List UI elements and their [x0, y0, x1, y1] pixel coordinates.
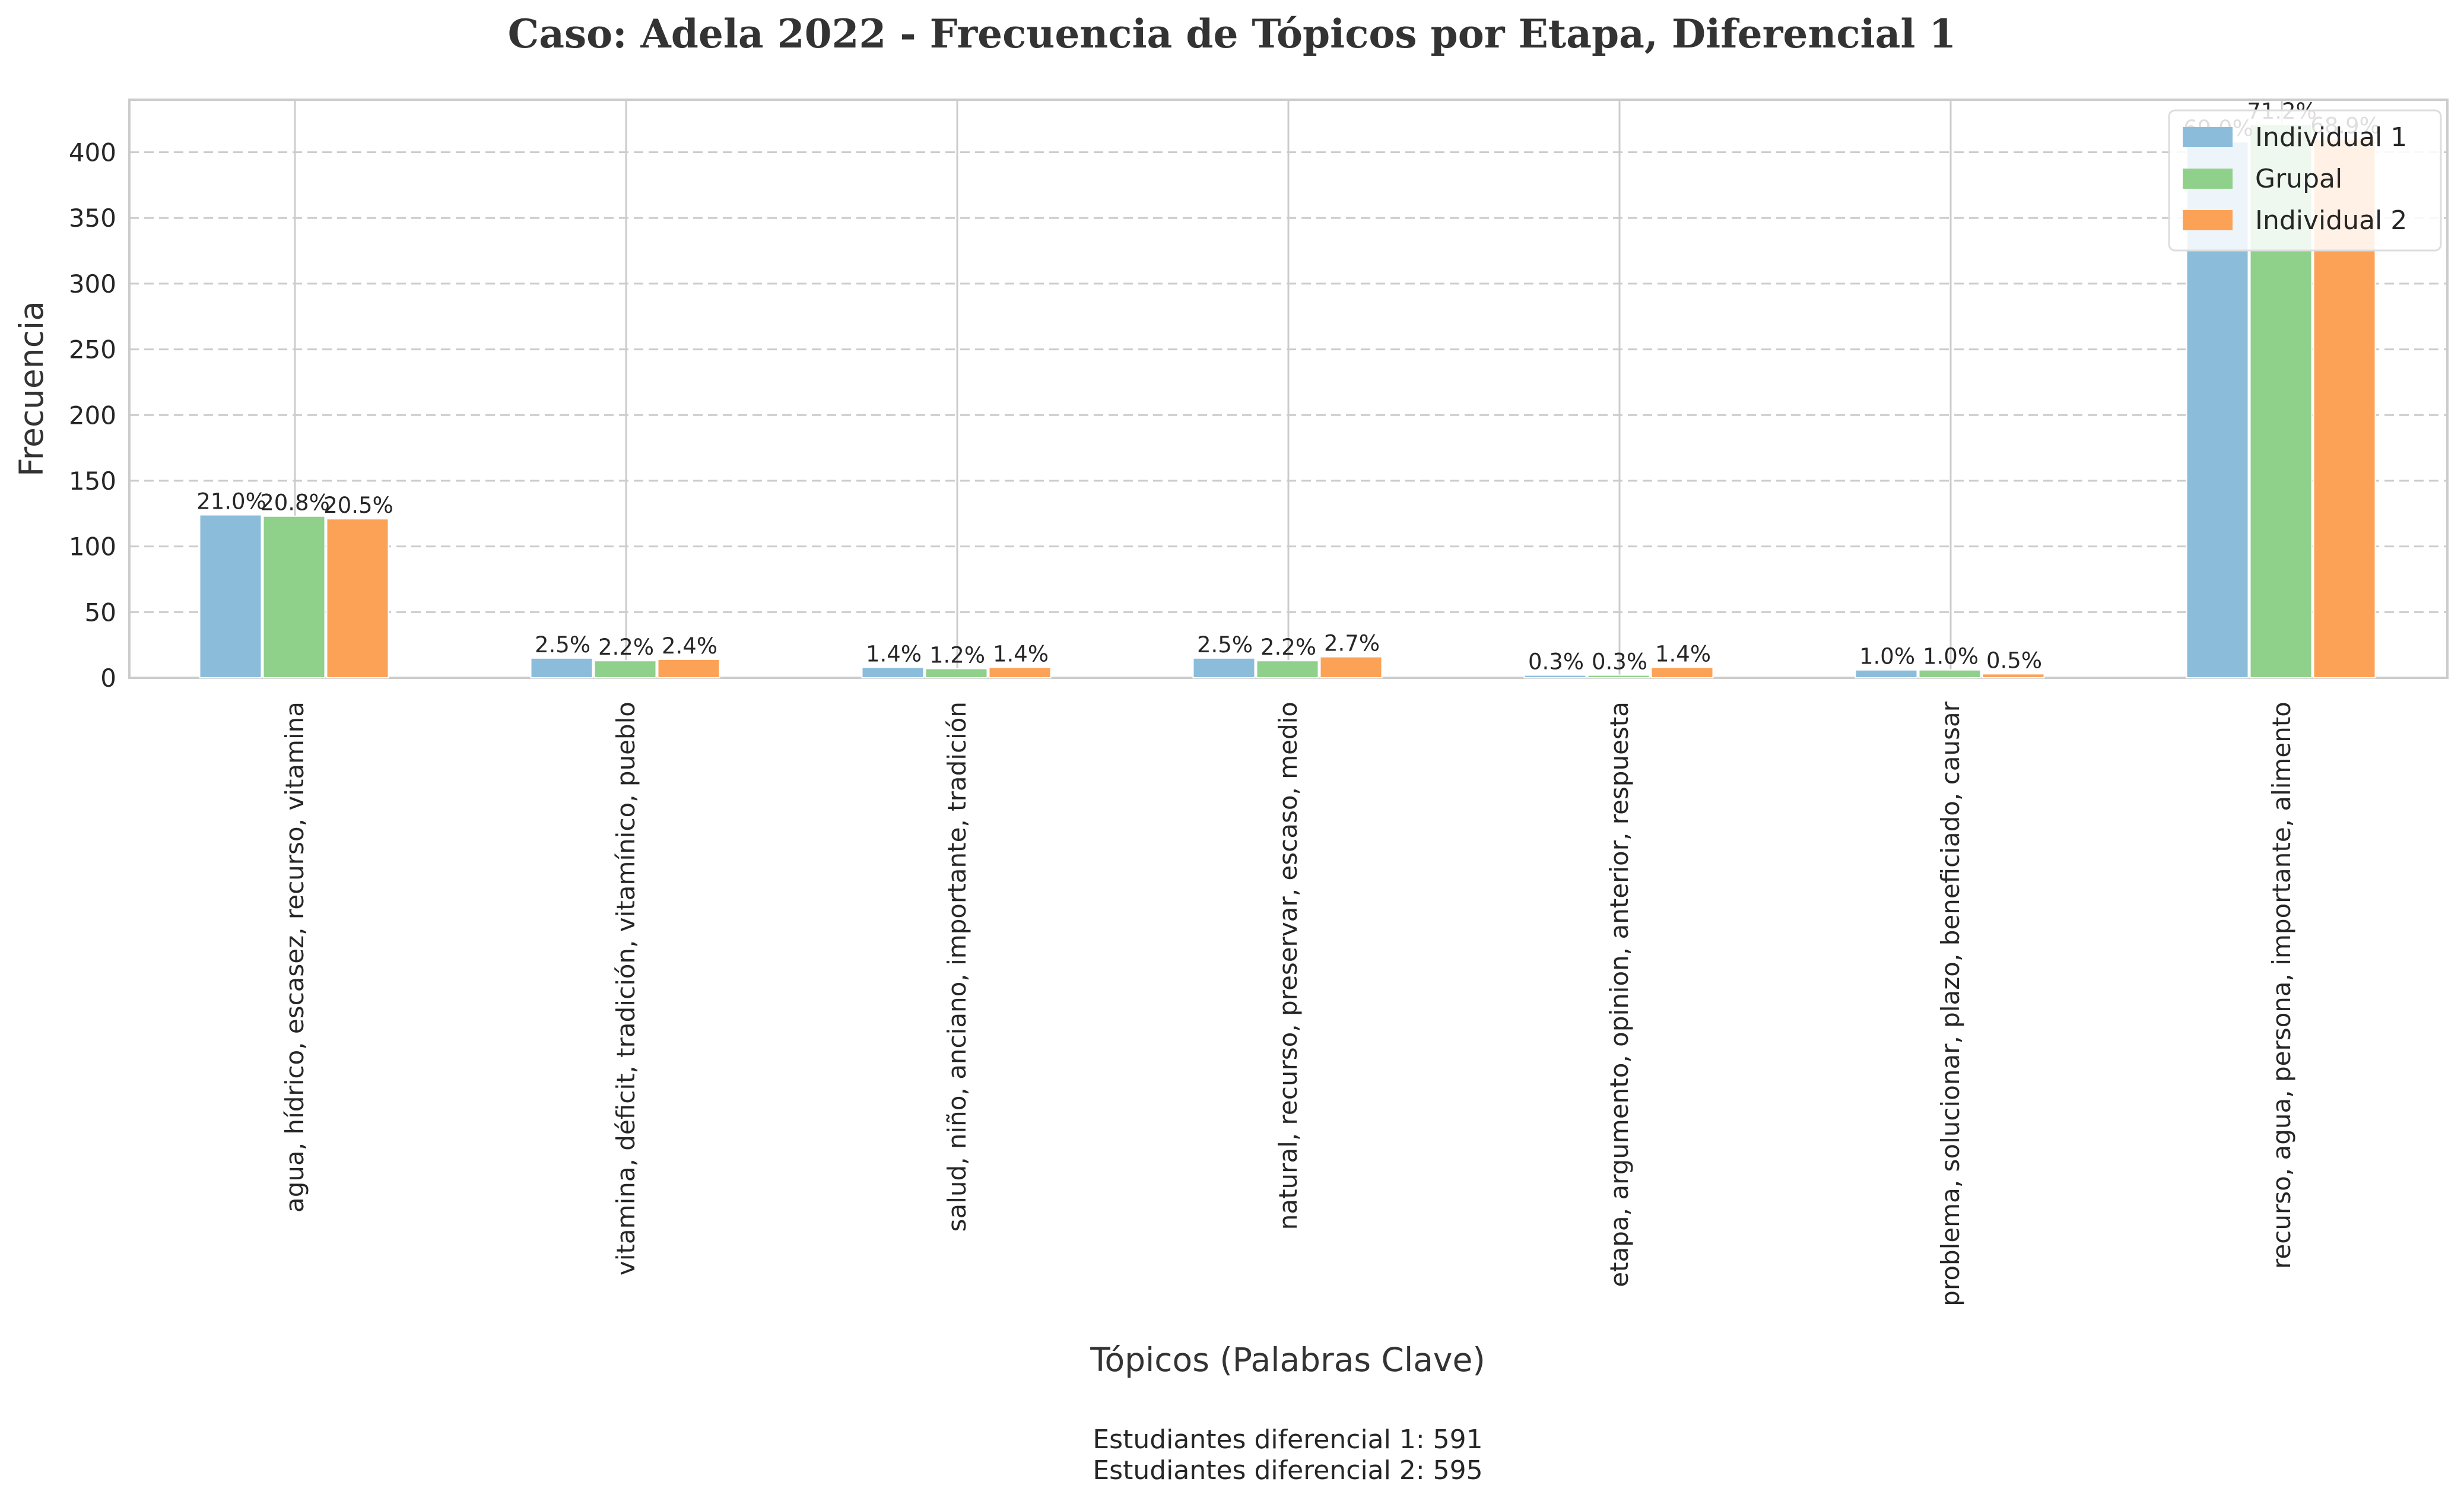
data-label: 1.0%	[1859, 644, 1915, 669]
data-label: 1.4%	[993, 641, 1049, 667]
y-tick-label: 350	[69, 204, 116, 233]
y-tick-label: 100	[69, 532, 116, 561]
grid-lines	[129, 100, 2447, 678]
data-label: 20.8%	[260, 490, 330, 516]
legend-label: Individual 2	[2255, 205, 2407, 236]
bar	[1982, 673, 2045, 679]
legend: Individual 1 Grupal Individual 2	[2168, 109, 2442, 252]
footnote-line-2: Estudiantes diferencial 2: 595	[1093, 1455, 1482, 1486]
data-label: 0.5%	[1986, 648, 2042, 673]
x-tick-label: salud, niño, anciano, importante, tradic…	[942, 702, 971, 1232]
bar	[1587, 674, 1650, 679]
y-tick-label: 0	[100, 664, 116, 693]
data-label: 2.2%	[598, 634, 654, 660]
y-tick-label: 300	[69, 269, 116, 299]
legend-label: Individual 1	[2255, 122, 2407, 153]
legend-box	[2168, 109, 2442, 252]
bar	[1650, 667, 1714, 678]
x-tick-label: agua, hídrico, escasez, recurso, vitamin…	[280, 702, 309, 1213]
footnote-line-1: Estudiantes diferencial 1: 591	[1093, 1424, 1482, 1455]
bar	[988, 667, 1052, 678]
data-label: 2.5%	[1197, 632, 1253, 658]
y-tick-label: 50	[85, 598, 116, 627]
bar	[262, 515, 326, 678]
bar	[1855, 669, 1918, 678]
legend-swatch	[2183, 169, 2233, 189]
y-tick-label: 400	[69, 138, 116, 167]
y-tick-label: 200	[69, 401, 116, 430]
y-axis-ticks: 0 50 100 150 200 250 300 350 400	[69, 138, 116, 693]
x-tick-label: natural, recurso, preservar, escaso, med…	[1274, 702, 1303, 1230]
data-label: 1.2%	[929, 643, 985, 668]
data-label: 0.3%	[1592, 649, 1647, 675]
y-axis-label: Frecuencia	[12, 301, 50, 477]
bar	[1192, 657, 1256, 678]
bar	[1918, 669, 1982, 678]
data-label: 0.3%	[1528, 649, 1584, 675]
x-tick-label: problema, solucionar, plazo, beneficiado…	[1936, 701, 1965, 1306]
bar	[1523, 674, 1587, 679]
data-label: 1.4%	[1655, 641, 1711, 667]
bar	[657, 659, 720, 678]
data-label: 2.4%	[662, 633, 717, 659]
bar	[925, 668, 988, 678]
data-label: 1.4%	[866, 641, 922, 667]
y-tick-label: 250	[69, 335, 116, 364]
x-tick-label: recurso, agua, persona, importante, alim…	[2267, 702, 2296, 1269]
data-label: 2.2%	[1260, 634, 1316, 660]
data-label: 2.7%	[1324, 631, 1380, 656]
data-labels: 21.0%2.5%1.4%2.5%0.3%1.0%69.0%20.8%2.2%1…	[196, 99, 2380, 675]
data-label: 20.5%	[323, 493, 393, 518]
x-tick-label: vitamina, déficit, tradición, vitamínico…	[611, 702, 640, 1275]
legend-swatch	[2183, 127, 2233, 147]
chart-title: Caso: Adela 2022 - Frecuencia de Tópicos…	[508, 11, 1957, 57]
legend-swatch	[2183, 210, 2233, 230]
bar	[326, 518, 389, 679]
bar	[861, 667, 925, 678]
x-axis-ticks: agua, hídrico, escasez, recurso, vitamin…	[280, 701, 2296, 1306]
bar	[199, 514, 262, 678]
legend-label: Grupal	[2255, 164, 2342, 194]
bar	[530, 657, 593, 678]
y-tick-label: 150	[69, 467, 116, 496]
data-label: 1.0%	[1923, 644, 1979, 669]
x-tick-label: etapa, argumento, opinion, anterior, res…	[1605, 702, 1634, 1287]
data-label: 21.0%	[196, 489, 266, 515]
data-label: 2.5%	[535, 632, 590, 658]
bar	[593, 660, 657, 679]
bar	[1256, 660, 1319, 679]
x-axis-label: Tópicos (Palabras Clave)	[1090, 1341, 1485, 1379]
bar	[1319, 656, 1383, 678]
